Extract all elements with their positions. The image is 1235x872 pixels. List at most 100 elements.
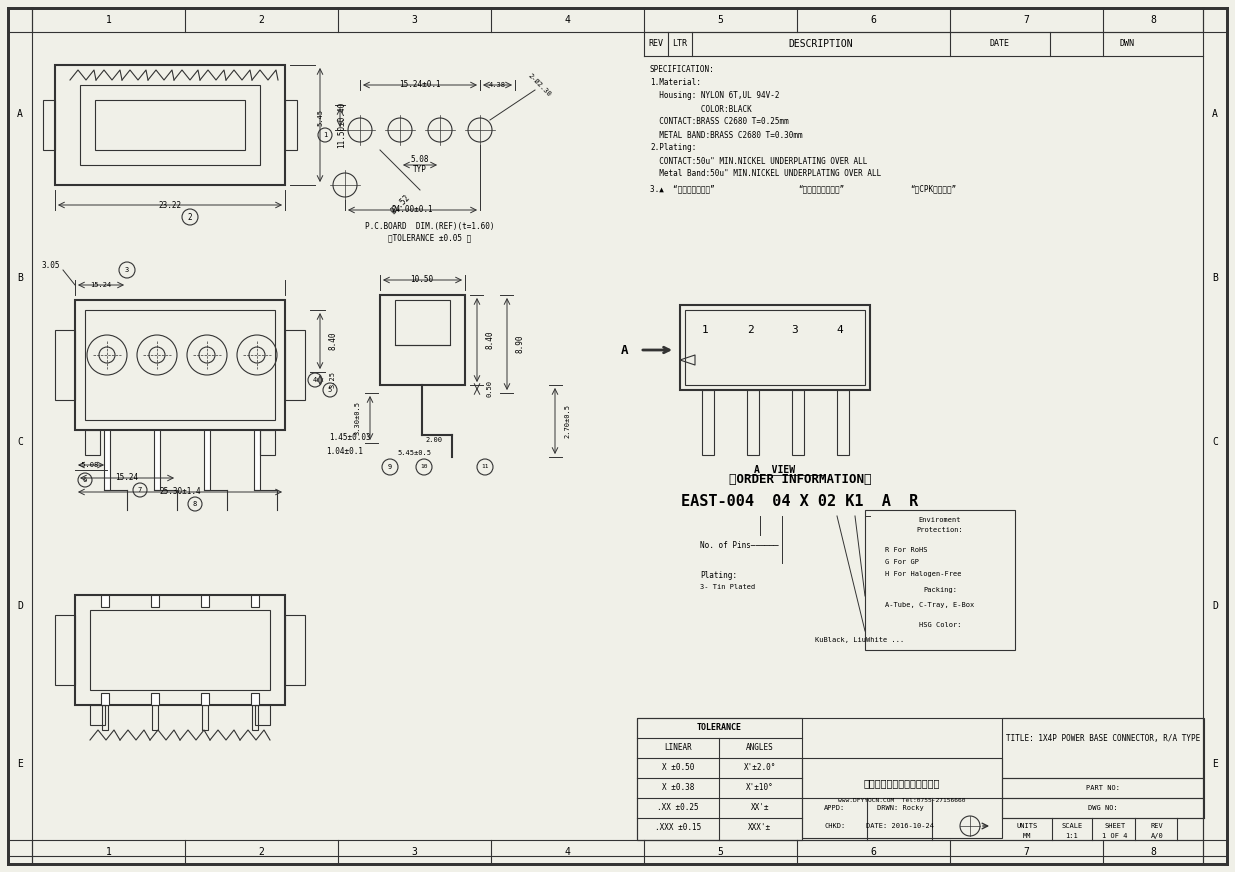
Text: 4: 4 — [312, 377, 317, 383]
Bar — [103, 705, 107, 730]
Text: ※ORDER INFORMATION※: ※ORDER INFORMATION※ — [729, 473, 871, 487]
Text: Housing: NYLON 6T,UL 94V-2: Housing: NYLON 6T,UL 94V-2 — [650, 92, 779, 100]
Bar — [837, 390, 848, 455]
Text: 8: 8 — [193, 501, 198, 507]
Bar — [285, 100, 296, 150]
Bar — [151, 595, 159, 607]
Bar — [792, 390, 804, 455]
Text: A  VIEW: A VIEW — [755, 465, 795, 475]
Text: DWN: DWN — [1119, 39, 1134, 49]
Text: DWG NO:: DWG NO: — [1088, 805, 1118, 811]
Bar — [56, 330, 75, 400]
Text: XXX'±: XXX'± — [748, 823, 772, 833]
Text: Enviroment: Enviroment — [919, 517, 961, 523]
Text: 1 OF 4: 1 OF 4 — [1103, 833, 1128, 839]
Bar — [75, 595, 285, 705]
Text: MM: MM — [1023, 833, 1031, 839]
Text: COLOR:BLACK: COLOR:BLACK — [650, 105, 752, 113]
Text: D: D — [17, 601, 23, 611]
Text: “为重点检验尺寸用”: “为重点检验尺寸用” — [798, 185, 845, 194]
Text: 5: 5 — [718, 15, 724, 25]
Text: 2.00: 2.00 — [426, 437, 442, 443]
Text: CONTACT:BRASS C2680 T=0.25mm: CONTACT:BRASS C2680 T=0.25mm — [650, 118, 789, 126]
Text: 4: 4 — [564, 15, 571, 25]
Text: 7: 7 — [1024, 15, 1030, 25]
Bar — [1002, 798, 1204, 818]
Text: www.DFYYOCN.COM  Tel:0755-27156660: www.DFYYOCN.COM Tel:0755-27156660 — [839, 798, 966, 802]
Bar — [637, 718, 802, 840]
Text: Packing:: Packing: — [923, 587, 957, 593]
Text: G For GP: G For GP — [885, 559, 919, 565]
Text: TYP: TYP — [412, 166, 427, 174]
Text: UNITS: UNITS — [1016, 823, 1037, 829]
Text: 5.45: 5.45 — [317, 109, 324, 126]
Text: 6: 6 — [83, 477, 88, 483]
Text: 0.50: 0.50 — [487, 380, 493, 398]
Text: D: D — [1212, 601, 1218, 611]
Text: APPD:: APPD: — [825, 805, 846, 811]
Text: 4: 4 — [836, 325, 844, 335]
Text: .XX ±0.25: .XX ±0.25 — [657, 803, 699, 813]
Text: PART NO:: PART NO: — [1086, 785, 1120, 791]
Text: 1: 1 — [322, 132, 327, 138]
Bar — [380, 295, 466, 385]
Text: .XXX ±0.15: .XXX ±0.15 — [655, 823, 701, 833]
Text: ANGLES: ANGLES — [746, 744, 774, 753]
Text: （TOLERANCE ±0.05 ）: （TOLERANCE ±0.05 ） — [388, 234, 472, 242]
Text: 3: 3 — [411, 15, 417, 25]
Text: REV: REV — [648, 39, 663, 49]
Text: 5.45±0.5: 5.45±0.5 — [396, 450, 431, 456]
Text: 3.25: 3.25 — [330, 371, 336, 389]
Text: E: E — [17, 759, 23, 769]
Text: 2: 2 — [747, 325, 753, 335]
Text: B: B — [17, 273, 23, 283]
Text: 5: 5 — [718, 847, 724, 857]
Text: 3: 3 — [792, 325, 798, 335]
Bar — [285, 615, 305, 685]
Bar — [85, 430, 100, 455]
Text: C: C — [1212, 437, 1218, 447]
Text: 3.▲  “为重点检验尺寸”: 3.▲ “为重点检验尺寸” — [650, 185, 715, 194]
Text: TOLERANCE: TOLERANCE — [697, 724, 741, 732]
Text: H For Halogen-Free: H For Halogen-Free — [885, 571, 962, 577]
Text: 2.70±0.5: 2.70±0.5 — [564, 404, 571, 438]
Bar — [80, 85, 261, 165]
Text: 25.30±1.4: 25.30±1.4 — [159, 487, 201, 496]
Bar — [685, 310, 864, 385]
Text: DATE: DATE — [990, 39, 1010, 49]
Text: HSG Color:: HSG Color: — [919, 622, 961, 628]
Text: 9: 9 — [388, 464, 393, 470]
Text: 3.05: 3.05 — [42, 261, 61, 269]
Text: A-Tube, C-Tray, E-Box: A-Tube, C-Tray, E-Box — [885, 602, 974, 608]
Text: 8: 8 — [1150, 847, 1156, 857]
Bar — [75, 300, 285, 430]
Bar — [43, 100, 56, 150]
Bar — [251, 595, 259, 607]
Text: 23.22: 23.22 — [158, 201, 182, 209]
Text: E: E — [1212, 759, 1218, 769]
Bar — [701, 390, 714, 455]
Text: 4: 4 — [564, 847, 571, 857]
Text: 11: 11 — [482, 465, 489, 469]
Text: Protection:: Protection: — [916, 527, 963, 533]
Bar — [85, 310, 275, 420]
Text: 1:1: 1:1 — [1066, 833, 1078, 839]
Text: SCALE: SCALE — [1061, 823, 1083, 829]
Text: X'±2.0°: X'±2.0° — [743, 764, 776, 773]
Text: B: B — [1212, 273, 1218, 283]
Text: 10.50: 10.50 — [410, 276, 433, 284]
Text: Ø1.52: Ø1.52 — [389, 194, 411, 216]
Text: 2.Plating:: 2.Plating: — [650, 144, 697, 153]
Bar — [154, 430, 161, 490]
Text: X ±0.50: X ±0.50 — [662, 764, 694, 773]
Bar — [56, 65, 285, 185]
Text: 5: 5 — [327, 387, 332, 393]
Text: 2-Ø2.30: 2-Ø2.30 — [527, 72, 552, 98]
Bar — [254, 430, 261, 490]
Text: SPECIFICATION:: SPECIFICATION: — [650, 65, 715, 74]
Text: No. of Pins──────: No. of Pins────── — [700, 541, 778, 549]
Text: 11.50±0.40: 11.50±0.40 — [337, 102, 347, 148]
Text: EAST-004  04 X 02 K1  A  R: EAST-004 04 X 02 K1 A R — [682, 494, 919, 509]
Bar — [151, 693, 159, 705]
Text: P.C.BOARD  DIM.(REF)(t=1.60): P.C.BOARD DIM.(REF)(t=1.60) — [366, 221, 495, 230]
